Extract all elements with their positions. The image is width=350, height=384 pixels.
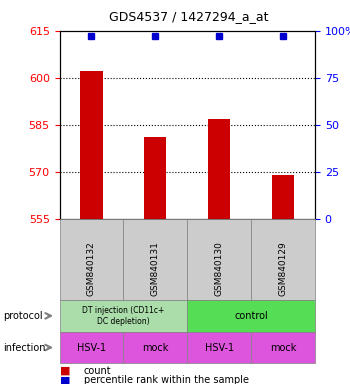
Text: control: control (234, 311, 268, 321)
Text: count: count (84, 366, 112, 376)
Bar (144, 137, 167, 219)
Bar (80, 71, 103, 219)
Bar (208, 119, 230, 219)
Text: GSM840132: GSM840132 (87, 241, 96, 296)
Text: GSM840129: GSM840129 (279, 241, 288, 296)
Text: GDS4537 / 1427294_a_at: GDS4537 / 1427294_a_at (109, 10, 269, 23)
Text: GSM840130: GSM840130 (215, 241, 224, 296)
Text: HSV-1: HSV-1 (77, 343, 106, 353)
Text: DT injection (CD11c+
DC depletion): DT injection (CD11c+ DC depletion) (82, 306, 164, 326)
Text: ■: ■ (60, 375, 70, 384)
Text: GSM840131: GSM840131 (151, 241, 160, 296)
Text: protocol: protocol (4, 311, 43, 321)
Text: percentile rank within the sample: percentile rank within the sample (84, 375, 249, 384)
Text: mock: mock (142, 343, 168, 353)
Text: infection: infection (4, 343, 46, 353)
Text: mock: mock (270, 343, 296, 353)
Text: HSV-1: HSV-1 (205, 343, 234, 353)
Bar (272, 175, 294, 219)
Text: ■: ■ (60, 366, 70, 376)
